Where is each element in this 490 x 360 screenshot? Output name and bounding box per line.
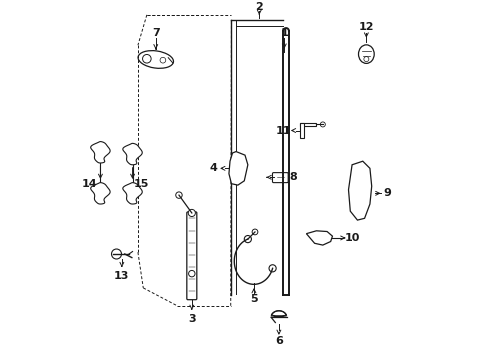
- Text: 5: 5: [250, 294, 258, 303]
- Text: 2: 2: [255, 2, 263, 12]
- Text: 1: 1: [280, 28, 288, 38]
- Polygon shape: [123, 183, 142, 204]
- Circle shape: [235, 163, 242, 170]
- Text: 6: 6: [275, 337, 283, 346]
- Text: 8: 8: [289, 172, 297, 182]
- Circle shape: [176, 192, 182, 198]
- Circle shape: [188, 210, 196, 216]
- Polygon shape: [300, 123, 304, 138]
- Text: 3: 3: [188, 314, 196, 324]
- Polygon shape: [91, 141, 110, 163]
- FancyBboxPatch shape: [272, 173, 288, 183]
- Text: 12: 12: [359, 22, 374, 32]
- Polygon shape: [123, 143, 142, 165]
- Circle shape: [252, 229, 258, 235]
- Text: 13: 13: [114, 271, 129, 282]
- Circle shape: [189, 270, 195, 277]
- Circle shape: [245, 235, 251, 243]
- Polygon shape: [271, 311, 287, 317]
- Text: 7: 7: [152, 28, 160, 38]
- Circle shape: [160, 57, 166, 63]
- Polygon shape: [229, 152, 248, 185]
- Circle shape: [143, 54, 151, 63]
- FancyBboxPatch shape: [187, 212, 197, 300]
- Text: 15: 15: [134, 179, 149, 189]
- Ellipse shape: [359, 45, 374, 63]
- Circle shape: [355, 177, 363, 185]
- Polygon shape: [306, 231, 332, 245]
- Polygon shape: [348, 161, 372, 220]
- Text: 9: 9: [384, 188, 392, 198]
- Circle shape: [320, 122, 325, 127]
- Polygon shape: [300, 123, 317, 126]
- Text: 14: 14: [82, 179, 98, 189]
- Ellipse shape: [138, 51, 173, 68]
- Circle shape: [112, 249, 122, 259]
- Circle shape: [364, 57, 369, 62]
- Text: 11: 11: [276, 126, 291, 135]
- Circle shape: [356, 202, 363, 210]
- Text: 4: 4: [210, 163, 218, 174]
- Text: 10: 10: [345, 233, 361, 243]
- Polygon shape: [91, 183, 110, 204]
- Circle shape: [269, 265, 276, 272]
